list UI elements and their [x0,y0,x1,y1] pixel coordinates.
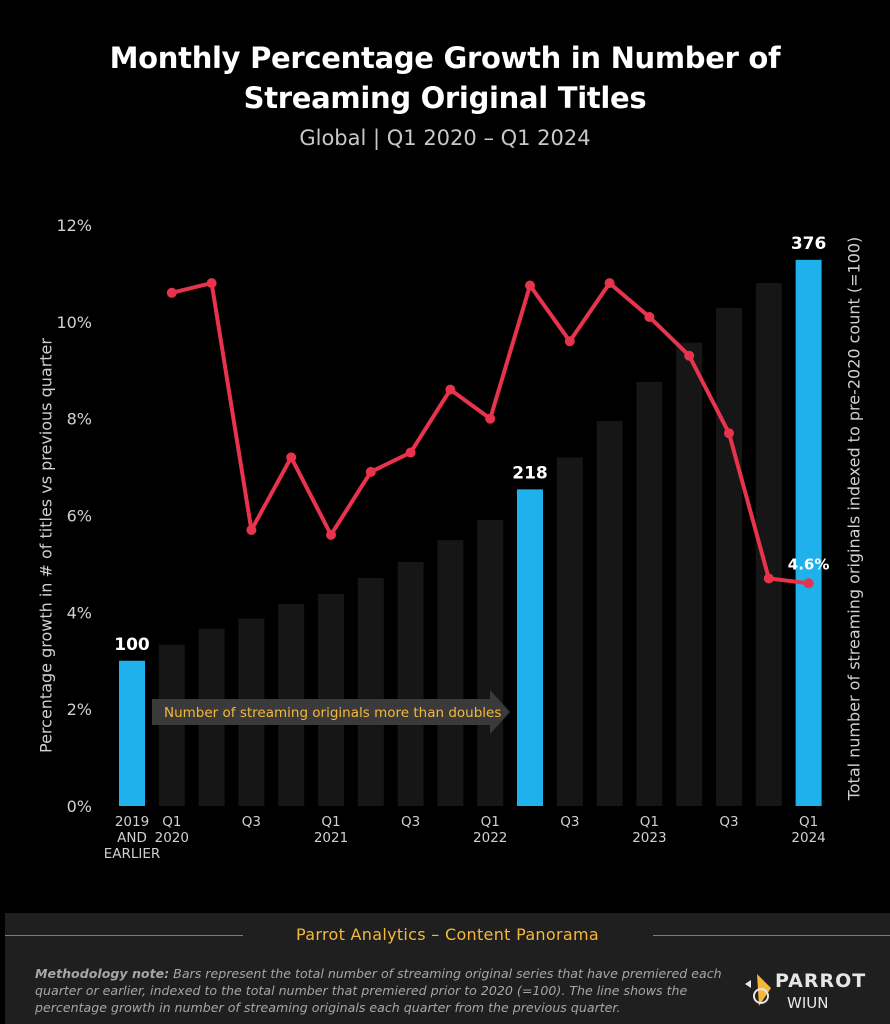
x-tick-label-line: Q1 [162,814,181,830]
chart-title: Monthly Percentage Growth in Number of S… [0,38,890,118]
x-tick-label: Q1 2021 [314,814,348,846]
bar [119,660,145,806]
bar [716,307,742,806]
logo-subtext: WIUN [787,994,829,1012]
line-point [206,278,217,289]
x-tick-label: Q3 [401,814,420,830]
line-point [286,452,297,463]
x-tick-label-line: 2022 [473,830,507,846]
chart-subtitle: Global | Q1 2020 – Q1 2024 [299,126,591,150]
y-tick-label: 10% [56,313,92,332]
x-tick-label-line: 2020 [155,830,189,846]
x-tick-label: Q3 [719,814,738,830]
x-tick-label: Q3 [560,814,579,830]
y-tick-label: 12% [56,216,92,235]
y-tick-label: 4% [67,603,92,622]
line-point [365,466,376,477]
bar [397,561,424,806]
x-tick-label-line: Q3 [719,814,738,830]
x-tick-label-line: 2021 [314,830,348,846]
bar-data-label: 100 [114,635,150,655]
title-line-1: Monthly Percentage Growth in Number of [109,41,781,75]
bar [676,342,703,806]
line-point [485,413,496,424]
x-tick-label-line: Q3 [242,814,261,830]
x-tick-label-line: AND [117,830,147,846]
y-axis-left-label: Percentage growth in # of titles vs prev… [36,338,56,753]
y-axis-right-label: Total number of streaming originals inde… [844,236,864,801]
x-tick-label-line: Q1 [640,814,659,830]
bar [158,644,185,806]
y-tick-label: 8% [67,410,92,429]
line-point [525,280,535,291]
y-tick-label: 6% [67,507,92,526]
x-tick-label-line: 2024 [791,830,825,846]
y-tick-label: 0% [67,797,92,816]
bar [596,421,623,806]
x-tick-label-line: Q3 [560,814,579,830]
methodology-text: Bars represent the total number of strea… [35,966,722,1015]
parrot-logo: PARROT WIUN [743,968,883,1018]
x-tick-label: Q1 2020 [155,814,189,846]
line-point [445,384,456,395]
line-point [644,311,655,322]
title-line-2: Streaming Original Titles [243,81,647,115]
bar [357,577,384,806]
bar [477,519,504,806]
line-point [246,525,257,536]
footer-rule-left [5,935,243,936]
line-point [604,278,615,289]
line-point [405,447,416,458]
footer-title: Parrot Analytics – Content Panorama [296,925,599,944]
methodology-note: Methodology note: Bars represent the tot… [35,965,725,1016]
annotation-arrow [152,690,510,734]
x-tick-label: Q3 [242,814,261,830]
x-tick-label: Q1 2022 [473,814,507,846]
line-end-label: 4.6% [788,555,830,573]
chart-svg: 0% 2% 4% 6% 8% 10% 12% 100 218 376 Number of strea… [56,216,830,862]
line-point [326,529,336,540]
bar [437,540,464,806]
line-point [564,336,575,347]
y-tick-label: 2% [67,700,92,719]
line-point [763,573,774,584]
bar [795,259,822,806]
line-point [724,428,734,439]
x-tick-label-line: Q1 [799,814,818,830]
x-tick-label: 2019 AND EARLIER [104,814,161,862]
parrot-logo-icon [745,974,771,1006]
line-point [803,578,814,589]
bar [556,457,583,806]
x-tick-label: Q1 2024 [791,814,825,846]
bar-data-label: 218 [512,463,548,483]
bar-data-label: 376 [791,234,827,254]
line-point [166,287,177,298]
logo-text: PARROT [775,970,867,992]
bar [636,381,663,806]
x-tick-label-line: 2019 [115,814,149,830]
annotation-text: Number of streaming originals more than … [164,705,501,721]
footer-rule-right [653,935,890,936]
x-tick-label-line: 2023 [632,830,666,846]
methodology-label: Methodology note: [35,966,170,981]
footer-panel: Parrot Analytics – Content Panorama Meth… [5,913,890,1024]
bar [517,489,543,806]
x-tick-label: Q1 2023 [632,814,666,846]
x-tick-label-line: Q1 [481,814,500,830]
line-point [684,350,695,361]
x-tick-label-line: Q1 [321,814,340,830]
x-tick-label-line: Q3 [401,814,420,830]
x-tick-label-line: EARLIER [104,846,161,862]
